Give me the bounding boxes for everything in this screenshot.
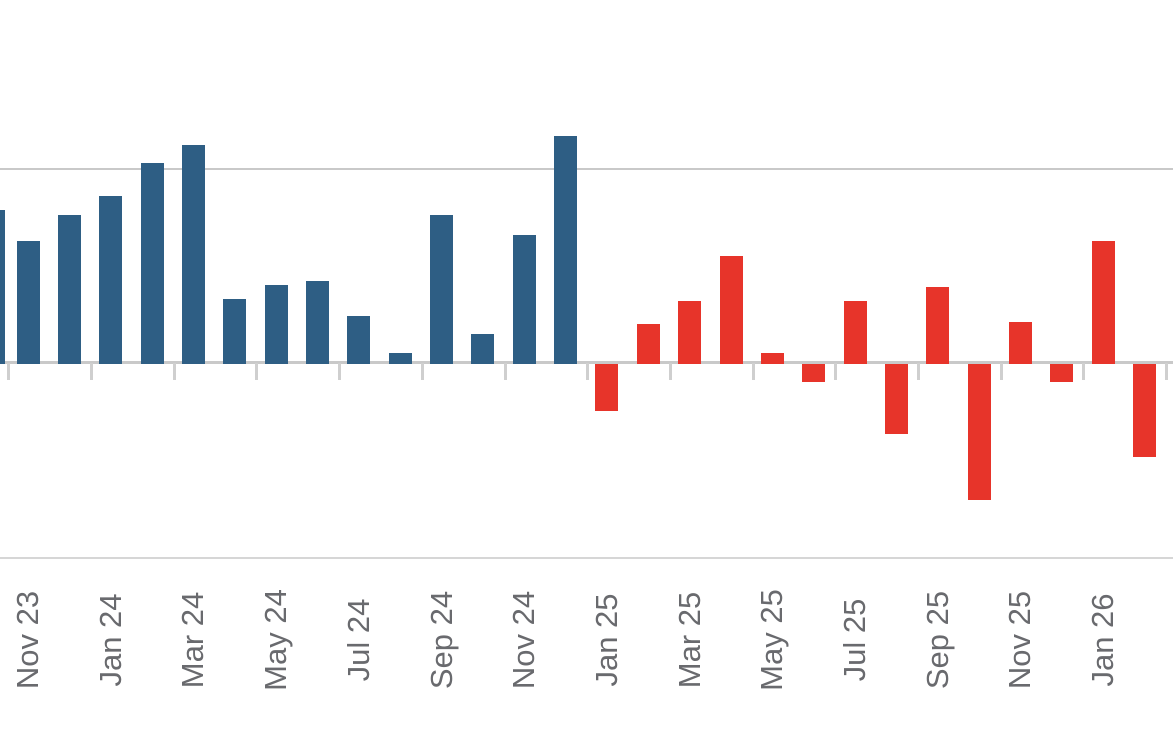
x-axis-tick bbox=[834, 363, 838, 380]
x-axis-label-sep-24: Sep 24 bbox=[423, 590, 459, 690]
plot-bottom-border bbox=[0, 557, 1173, 559]
x-axis-tick bbox=[255, 363, 259, 380]
x-axis-tick bbox=[1082, 363, 1086, 380]
x-axis-tick bbox=[90, 363, 93, 380]
x-axis-tick bbox=[503, 363, 507, 380]
x-axis-tick bbox=[999, 363, 1003, 380]
x-axis-label-jan-24: Jan 24 bbox=[92, 593, 128, 687]
bar-dec-24 bbox=[554, 135, 578, 364]
bar-feb-24 bbox=[140, 162, 164, 364]
x-axis-tick bbox=[420, 363, 424, 380]
x-axis-tick bbox=[1165, 363, 1169, 380]
bar-jan-26 bbox=[1091, 240, 1115, 364]
bar-jan-24 bbox=[99, 195, 123, 364]
bar-apr-25 bbox=[719, 256, 743, 364]
x-axis-tick bbox=[338, 363, 342, 380]
x-axis-tick bbox=[7, 363, 11, 380]
bar-feb-25 bbox=[636, 324, 660, 364]
bar-jun-25 bbox=[802, 364, 826, 382]
x-axis-tick bbox=[751, 363, 755, 380]
bar-aug-24 bbox=[388, 353, 412, 364]
x-axis-tick bbox=[586, 363, 590, 380]
bar-dec-25 bbox=[1050, 364, 1074, 382]
x-axis-label-nov-25: Nov 25 bbox=[1002, 590, 1038, 690]
bar-sep-25 bbox=[926, 287, 950, 364]
bar-nov-25 bbox=[1008, 322, 1032, 364]
x-axis-tick bbox=[172, 363, 176, 380]
x-axis-label-nov-24: Nov 24 bbox=[506, 590, 542, 690]
bar-jun-24 bbox=[305, 281, 329, 364]
x-axis-label-jan-25: Jan 25 bbox=[588, 593, 624, 687]
x-axis-tick bbox=[668, 363, 672, 380]
bar-sep-24 bbox=[430, 215, 453, 364]
bar-apr-24 bbox=[223, 298, 247, 364]
bar-mar-25 bbox=[678, 300, 702, 364]
x-axis-label-jul-24: Jul 24 bbox=[340, 598, 376, 682]
x-axis-label-jan-26: Jan 26 bbox=[1085, 593, 1121, 687]
x-axis-label-jul-25: Jul 25 bbox=[837, 598, 872, 682]
bar-dec-23 bbox=[57, 215, 81, 364]
bar-may-24 bbox=[264, 285, 288, 364]
bar-mar-24 bbox=[181, 145, 205, 364]
bar-jan-25 bbox=[595, 364, 619, 411]
x-axis-label-may-25: May 25 bbox=[754, 589, 790, 691]
x-axis-label-nov-23: Nov 23 bbox=[10, 590, 45, 690]
bar-jul-25 bbox=[843, 300, 867, 364]
x-axis-label-may-24: May 24 bbox=[258, 589, 294, 691]
x-axis-line bbox=[0, 361, 1173, 364]
x-axis-label-mar-24: Mar 24 bbox=[175, 591, 211, 689]
x-axis-tick bbox=[917, 363, 920, 380]
x-axis-label-mar-25: Mar 25 bbox=[671, 591, 707, 689]
bar-jul-24 bbox=[347, 316, 371, 364]
horizontal-gridline bbox=[0, 168, 1173, 170]
bar-nov-23 bbox=[16, 240, 40, 364]
bar-may-25 bbox=[760, 353, 784, 364]
bar-oct-24 bbox=[471, 333, 495, 364]
bar-oct-25 bbox=[967, 364, 991, 500]
bar-nov-24 bbox=[512, 234, 536, 364]
bar-feb-26 bbox=[1133, 364, 1156, 458]
x-axis-label-sep-25: Sep 25 bbox=[919, 590, 955, 690]
bar-aug-25 bbox=[884, 364, 908, 434]
bar-oct-23 bbox=[0, 209, 5, 364]
